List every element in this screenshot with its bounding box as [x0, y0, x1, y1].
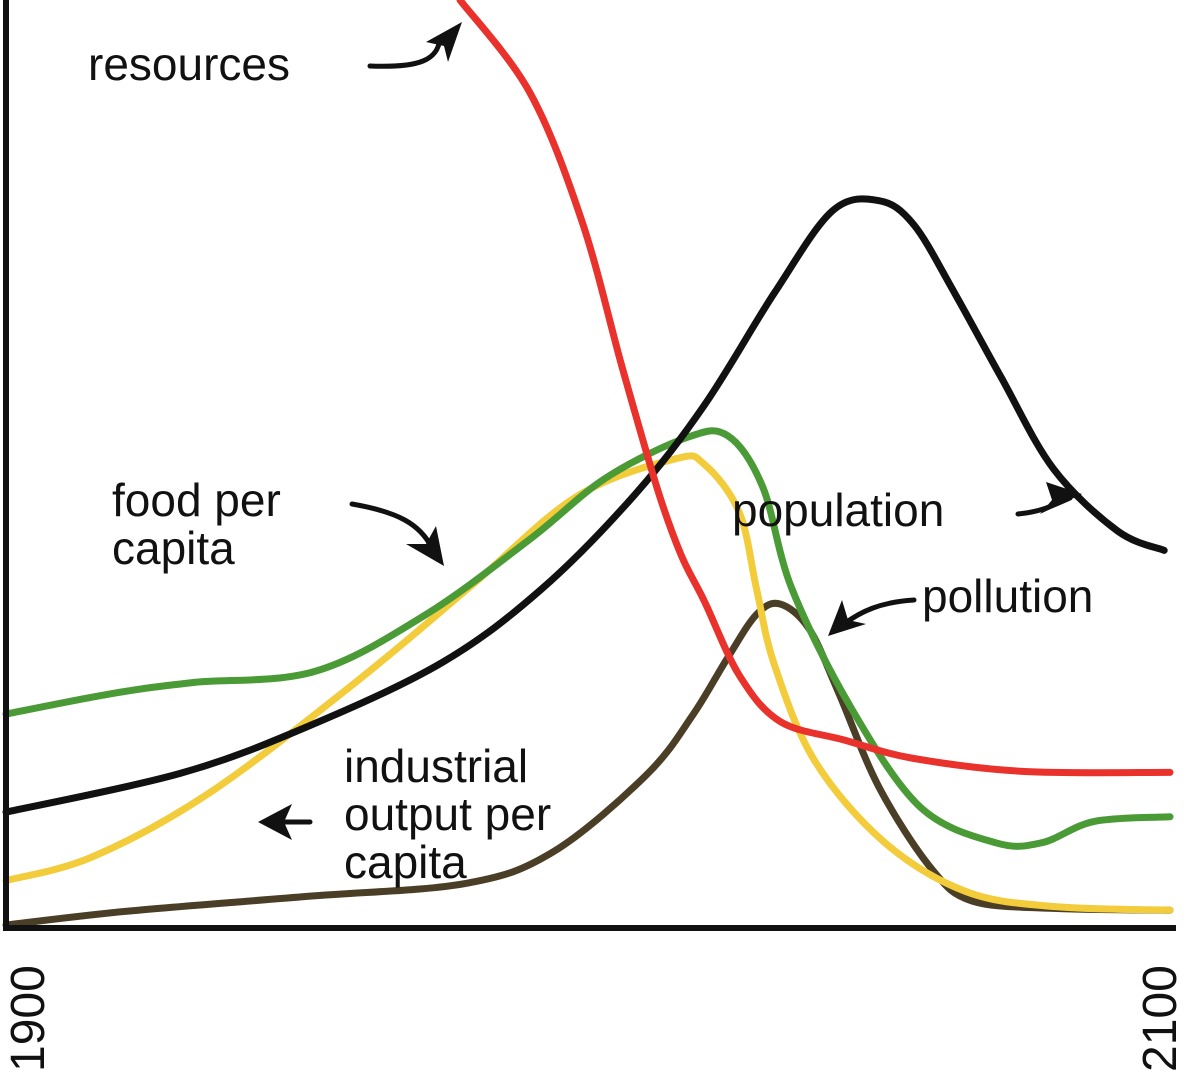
series-layer	[2, 0, 1174, 929]
food-pointer-arrow	[349, 501, 444, 566]
population-label: population	[732, 484, 944, 536]
series-line-industrial-output-per-capita	[2, 452, 1174, 914]
pollution-pointer-arrow	[828, 597, 917, 636]
industrial-label-line-1: industrial	[344, 740, 528, 792]
resources-pointer-arrow	[367, 22, 462, 69]
industrial-pointer-arrow	[258, 804, 313, 840]
industrial-label-line-2: output per	[344, 788, 551, 840]
industrial-label-line-3: capita	[344, 836, 467, 888]
food-per-capita-label: food per capita	[112, 474, 294, 574]
x-tick-label-end: 2100	[1134, 965, 1187, 1072]
x-tick-label-start: 1900	[2, 965, 55, 1072]
series-line-food-per-capita	[2, 427, 1174, 850]
resources-label: resources	[88, 38, 290, 90]
population-pointer-arrow	[1015, 482, 1082, 517]
series-line-population	[2, 195, 1168, 816]
food-label-line-1: food per	[112, 474, 281, 526]
series-line-resources	[456, 0, 1174, 777]
industrial-output-label: industrial output per capita	[344, 740, 564, 888]
series-line-pollution	[2, 599, 1174, 929]
food-label-line-2: capita	[112, 522, 235, 574]
pollution-label: pollution	[922, 570, 1093, 622]
